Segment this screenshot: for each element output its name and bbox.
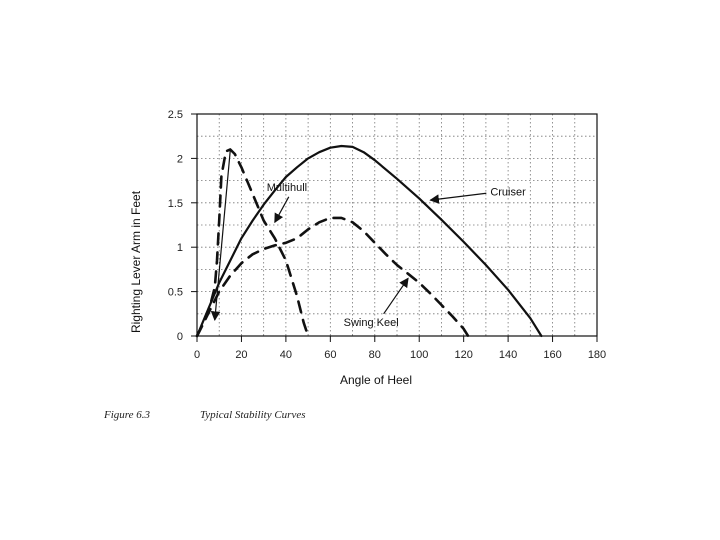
x-tick-label: 100 — [410, 349, 428, 361]
x-tick-label: 80 — [369, 349, 381, 361]
x-tick-label: 0 — [194, 349, 200, 361]
x-tick-label: 160 — [543, 349, 561, 361]
annotation-arrow — [274, 196, 290, 224]
figure-caption: Typical Stability Curves — [200, 409, 306, 421]
x-tick-label: 40 — [280, 349, 292, 361]
series-line-cruiser — [195, 144, 543, 338]
series — [195, 144, 543, 338]
series-line-swing-keel — [195, 216, 470, 338]
annotation-label-multihull: Multihull — [267, 182, 307, 194]
annotation-label-swing-keel: Swing Keel — [344, 317, 399, 329]
plot-frame — [196, 113, 598, 337]
annotation-arrow — [210, 149, 231, 321]
x-tick-label: 180 — [588, 349, 606, 361]
y-tick-label: 2 — [177, 153, 183, 165]
figure-number: Figure 6.3 — [103, 409, 151, 421]
grid — [197, 114, 597, 336]
axis-ticks: 0 20 40 60 80 100 120 140 160 180 0 0.5 1 1.5 2 2.5 — [168, 109, 606, 361]
x-tick-label: 20 — [235, 349, 247, 361]
y-axis-title: Righting Lever Arm in Feet — [129, 190, 143, 333]
y-tick-label: 0 — [177, 331, 183, 343]
series-line-multihull — [195, 148, 310, 338]
x-tick-label: 60 — [324, 349, 336, 361]
annotation-arrow — [383, 277, 409, 315]
y-tick-label: 1.5 — [168, 198, 183, 210]
annotations: Multihull Cruiser Swing Keel — [210, 149, 526, 329]
y-tick-label: 2.5 — [168, 109, 183, 121]
x-tick-label: 120 — [454, 349, 472, 361]
annotation-label-cruiser: Cruiser — [490, 186, 526, 198]
annotation-arrow — [429, 192, 487, 204]
y-tick-label: 1 — [177, 242, 183, 254]
y-tick-label: 0.5 — [168, 287, 183, 299]
x-axis-title: Angle of Heel — [340, 373, 412, 387]
x-tick-label: 140 — [499, 349, 517, 361]
